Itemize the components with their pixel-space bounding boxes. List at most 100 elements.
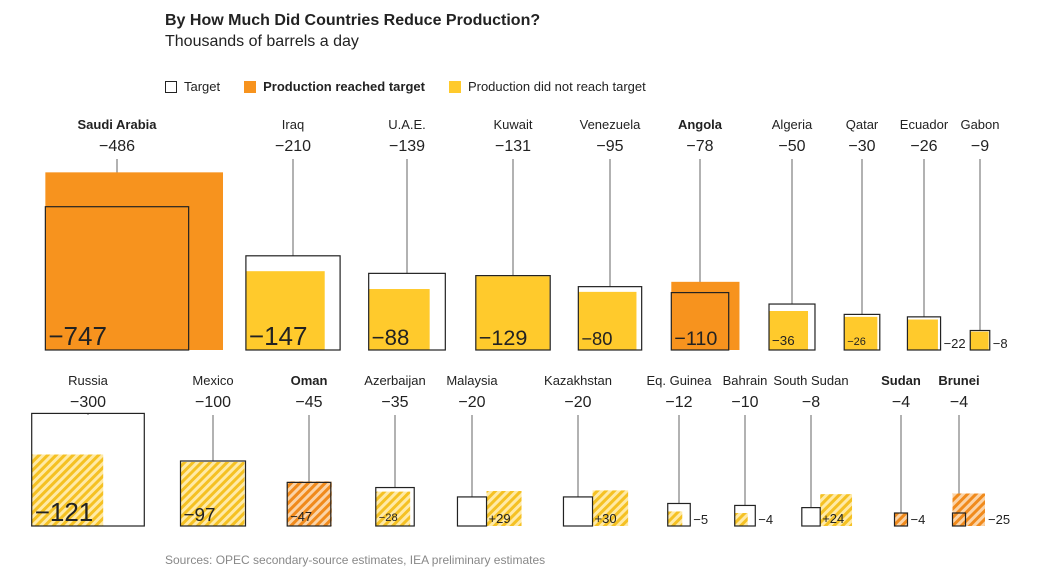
country-group-saudi-arabia: Saudi Arabia −486 −747	[44, 117, 224, 351]
target-square-bahrain	[734, 504, 756, 527]
actual-value-mexico: −97	[184, 504, 216, 525]
target-square-venezuela	[577, 286, 643, 351]
legend-label-not-reached: Production did not reach target	[467, 79, 646, 94]
target-square-azerbaijan	[375, 486, 415, 527]
target-square-brunei	[951, 512, 967, 527]
target-square-ecuador	[906, 316, 942, 351]
country-group-venezuela: Venezuela −95 −80	[577, 117, 643, 351]
actual-value-algeria: −36	[772, 333, 795, 348]
actual-value-u-a-e: −88	[372, 325, 410, 350]
country-group-kuwait: Kuwait −131 −129	[475, 117, 551, 351]
actual-value-kazakhstan: +30	[595, 511, 617, 526]
actual-square-saudi-arabia	[45, 172, 224, 350]
target-value-azerbaijan: −35	[381, 394, 408, 411]
target-value-iraq: −210	[275, 138, 311, 155]
actual-value-venezuela: −80	[581, 328, 612, 349]
actual-value-angola: −110	[674, 328, 717, 350]
country-label-brunei: Brunei	[938, 373, 979, 388]
actual-square-brunei	[952, 493, 985, 526]
target-value-mexico: −100	[195, 394, 231, 411]
target-value-kuwait: −131	[495, 138, 531, 155]
actual-square-kazakhstan	[592, 490, 629, 526]
country-label-oman: Oman	[291, 373, 328, 388]
actual-value-sudan: −4	[911, 512, 926, 527]
actual-value-bahrain: −4	[758, 512, 773, 527]
country-group-u-a-e: U.A.E. −139 −88	[368, 117, 446, 351]
legend-swatch-target	[165, 80, 177, 93]
actual-value-saudi-arabia: −747	[48, 321, 107, 351]
actual-square-iraq	[245, 271, 325, 350]
actual-square-mexico	[180, 461, 245, 526]
target-square-kazakhstan	[562, 496, 594, 527]
target-value-oman: −45	[295, 394, 322, 411]
country-label-saudi-arabia: Saudi Arabia	[78, 117, 158, 132]
country-label-qatar: Qatar	[846, 117, 879, 132]
actual-value-qatar: −26	[847, 336, 866, 348]
country-label-sudan: Sudan	[881, 373, 921, 388]
target-value-malaysia: −20	[458, 394, 485, 411]
actual-square-algeria	[769, 311, 809, 350]
country-group-ecuador: Ecuador −26 −22	[900, 117, 966, 351]
actual-value-iraq: −147	[249, 321, 308, 351]
source-note: Sources: OPEC secondary-source estimates…	[165, 553, 546, 567]
actual-value-malaysia: +29	[489, 511, 511, 526]
country-label-azerbaijan: Azerbaijan	[364, 373, 425, 388]
chart-subtitle: Thousands of barrels a day	[165, 33, 359, 50]
actual-value-oman: −47	[290, 509, 312, 524]
country-label-algeria: Algeria	[772, 117, 813, 132]
legend-item-not-reached: Production did not reach target	[448, 79, 646, 94]
country-group-mexico: Mexico −100 −97	[179, 373, 247, 527]
actual-square-eq-guinea	[667, 511, 683, 526]
target-square-gabon	[969, 329, 991, 351]
target-square-oman	[286, 481, 332, 527]
actual-value-russia: −121	[35, 497, 94, 527]
country-label-bahrain: Bahrain	[723, 373, 768, 388]
country-label-gabon: Gabon	[960, 117, 999, 132]
country-group-oman: Oman −45 −47	[286, 373, 332, 527]
country-label-malaysia: Malaysia	[446, 373, 498, 388]
target-value-venezuela: −95	[596, 138, 623, 155]
country-label-russia: Russia	[68, 373, 109, 388]
target-square-saudi-arabia	[44, 206, 190, 351]
legend: Target Production reached target Product…	[165, 79, 670, 94]
target-square-mexico	[179, 460, 247, 527]
country-group-iraq: Iraq −210 −147	[245, 117, 341, 351]
target-value-ecuador: −26	[910, 138, 937, 155]
country-group-gabon: Gabon −9 −8	[960, 117, 1007, 351]
actual-square-azerbaijan	[375, 491, 411, 526]
target-value-saudi-arabia: −486	[99, 138, 135, 155]
country-group-sudan: Sudan −4 −4	[881, 373, 925, 527]
actual-value-gabon: −8	[993, 336, 1008, 351]
target-value-angola: −78	[686, 138, 713, 155]
actual-square-kuwait	[475, 276, 550, 350]
country-group-kazakhstan: Kazakhstan −20 +30	[544, 373, 629, 527]
actual-square-russia	[31, 454, 104, 526]
target-value-algeria: −50	[778, 138, 805, 155]
target-square-u-a-e	[368, 272, 446, 351]
actual-square-gabon	[970, 331, 989, 350]
target-value-bahrain: −10	[731, 394, 758, 411]
actual-value-eq-guinea: −5	[693, 512, 708, 527]
country-group-algeria: Algeria −50 −36	[768, 117, 816, 351]
target-square-iraq	[245, 255, 341, 351]
legend-label-target: Target	[184, 79, 221, 94]
legend-swatch-not-reached	[448, 80, 461, 93]
target-square-eq-guinea	[667, 502, 691, 527]
target-value-u-a-e: −139	[389, 138, 425, 155]
target-value-qatar: −30	[848, 138, 875, 155]
country-group-south-sudan: South Sudan −8 +24	[773, 373, 853, 527]
country-group-russia: Russia −300 −121	[31, 373, 145, 527]
country-label-ecuador: Ecuador	[900, 117, 949, 132]
target-square-south-sudan	[801, 507, 821, 527]
actual-square-south-sudan	[820, 494, 853, 526]
actual-value-ecuador: −22	[944, 336, 966, 351]
target-value-south-sudan: −8	[802, 394, 820, 411]
actual-square-malaysia	[486, 490, 522, 526]
legend-swatch-reached	[244, 80, 257, 93]
country-group-bahrain: Bahrain −10 −4	[723, 373, 774, 527]
target-square-malaysia	[456, 496, 488, 527]
country-label-u-a-e: U.A.E.	[388, 117, 426, 132]
target-square-kuwait	[475, 275, 551, 351]
target-square-angola	[670, 291, 730, 351]
actual-value-brunei: −25	[988, 512, 1010, 527]
